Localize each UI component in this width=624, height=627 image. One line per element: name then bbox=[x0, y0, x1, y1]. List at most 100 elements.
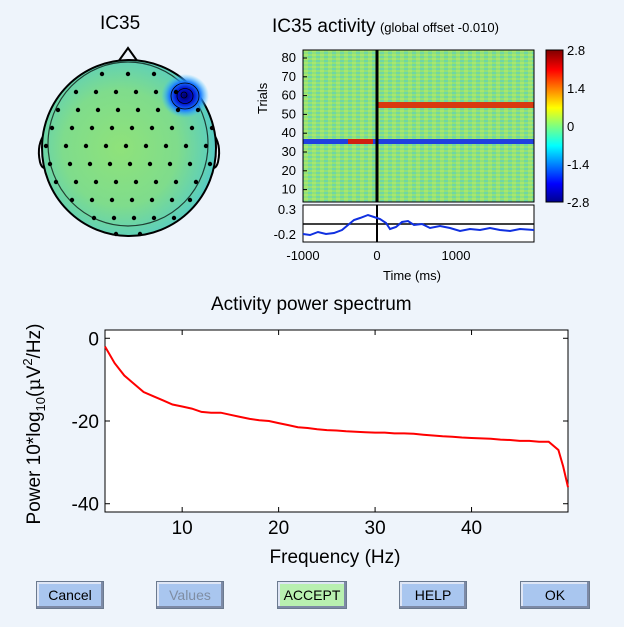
electrode-dot bbox=[135, 107, 141, 113]
electrode-dot bbox=[73, 89, 79, 95]
contour-line bbox=[176, 88, 194, 104]
electrode-dot bbox=[149, 125, 155, 131]
electrode-dot bbox=[89, 197, 95, 203]
erp-ytick: 30 bbox=[282, 144, 296, 159]
erp-xtick: 0 bbox=[373, 248, 380, 263]
electrode-dot bbox=[43, 143, 49, 149]
electrode-dot bbox=[173, 89, 179, 95]
erp-ytick: 70 bbox=[282, 69, 296, 84]
spectrum-ytick: -40 bbox=[72, 495, 99, 516]
electrode-dot bbox=[103, 143, 109, 149]
electrode-dot bbox=[187, 161, 193, 167]
cancel-button[interactable]: Cancel bbox=[36, 581, 104, 609]
electrodes bbox=[43, 71, 215, 237]
electrode-dot bbox=[151, 71, 157, 77]
electrode-dot bbox=[107, 161, 113, 167]
accept-button[interactable]: ACCEPT bbox=[277, 581, 347, 609]
spectrum-ytick: 0 bbox=[88, 329, 99, 350]
spectrum-ytick: -20 bbox=[72, 412, 99, 433]
electrode-dot bbox=[55, 107, 61, 113]
colorbar-tick: 2.8 bbox=[567, 43, 585, 58]
electrode-dot bbox=[129, 125, 135, 131]
erp-red-segment bbox=[348, 139, 373, 144]
electrode-dot bbox=[93, 89, 99, 95]
colorbar-tick: -2.8 bbox=[567, 195, 589, 210]
erp-xlabel: Time (ms) bbox=[383, 268, 441, 283]
electrode-dot bbox=[91, 215, 97, 221]
erp-positive-band bbox=[377, 102, 534, 108]
electrode-dot bbox=[171, 215, 177, 221]
spectrum-title: Activity power spectrum bbox=[211, 294, 412, 315]
electrode-dot bbox=[195, 107, 201, 113]
electrode-dot bbox=[69, 125, 75, 131]
erp-ylabel: Trials bbox=[255, 82, 270, 114]
erp-negative-band bbox=[303, 139, 534, 144]
erp-title: IC35 activity bbox=[272, 16, 376, 37]
trace-tick: 0.3 bbox=[278, 202, 296, 217]
electrode-dot bbox=[133, 89, 139, 95]
erp-subtitle: (global offset -0.010) bbox=[379, 20, 499, 35]
electrode-dot bbox=[115, 107, 121, 113]
electrode-dot bbox=[111, 215, 117, 221]
electrode-dot bbox=[123, 143, 129, 149]
electrode-dot bbox=[53, 179, 59, 185]
electrode-dot bbox=[143, 143, 149, 149]
scalp-map bbox=[37, 46, 221, 237]
electrode-dot bbox=[189, 125, 195, 131]
electrode-dot bbox=[169, 197, 175, 203]
electrode-dot bbox=[187, 197, 193, 203]
spectrum-xtick: 30 bbox=[365, 518, 386, 539]
electrode-dot bbox=[125, 71, 131, 77]
spectrum-line bbox=[104, 345, 569, 488]
colorbar-tick: 1.4 bbox=[567, 81, 585, 96]
electrode-dot bbox=[193, 179, 199, 185]
electrode-dot bbox=[73, 179, 79, 185]
spectrum-xtick: 40 bbox=[461, 518, 482, 539]
colorbar bbox=[545, 49, 564, 203]
erp-xtick: -1000 bbox=[286, 248, 319, 263]
activation-blob bbox=[161, 74, 209, 118]
scalp-title: IC35 bbox=[100, 13, 141, 34]
spectrum-axes bbox=[104, 329, 569, 513]
spectrum-chart: 0 -20 -40 10 20 30 40 Power 10*log10(μV2/Hz) F… bbox=[20, 324, 569, 568]
electrode-dot bbox=[169, 125, 175, 131]
erp-ytick: 80 bbox=[282, 50, 296, 65]
electrode-dot bbox=[163, 143, 169, 149]
help-button[interactable]: HELP bbox=[399, 581, 467, 609]
electrode-dot bbox=[83, 143, 89, 149]
electrode-dot bbox=[131, 215, 137, 221]
head-inner-contour bbox=[47, 61, 209, 227]
electrode-dot bbox=[203, 143, 209, 149]
electrode-dot bbox=[173, 179, 179, 185]
electrode-dot bbox=[67, 161, 73, 167]
electrode-dot bbox=[127, 161, 133, 167]
electrode-dot bbox=[151, 215, 157, 221]
electrode-dot bbox=[155, 107, 161, 113]
electrode-dot bbox=[89, 125, 95, 131]
electrode-dot bbox=[147, 161, 153, 167]
electrode-dot bbox=[63, 143, 69, 149]
erp-title-block: IC35 activity (global offset -0.010) bbox=[272, 16, 499, 38]
spectrum-xlabel: Frequency (Hz) bbox=[270, 547, 401, 568]
electrode-dot bbox=[183, 143, 189, 149]
electrode-dot bbox=[109, 125, 115, 131]
erp-ytick: 60 bbox=[282, 88, 296, 103]
spectrum-ylabel: Power 10*log10(μV2/Hz) bbox=[20, 324, 48, 525]
electrode-dot bbox=[129, 197, 135, 203]
ok-button[interactable]: OK bbox=[520, 581, 590, 609]
electrode-dot bbox=[93, 179, 99, 185]
electrode-dot bbox=[49, 125, 55, 131]
electrode-dot bbox=[149, 197, 155, 203]
electrode-dot bbox=[99, 71, 105, 77]
contour-line bbox=[170, 82, 200, 110]
erp-image bbox=[303, 50, 534, 202]
erp-ytick: 40 bbox=[282, 125, 296, 140]
electrode-dot bbox=[113, 231, 119, 237]
electrode-dot bbox=[153, 179, 159, 185]
colorbar-tick: 0 bbox=[567, 119, 574, 134]
electrode-dot bbox=[207, 161, 213, 167]
electrode-dot bbox=[153, 89, 159, 95]
values-button[interactable]: Values bbox=[156, 581, 224, 609]
erp-trace-line bbox=[302, 213, 535, 237]
